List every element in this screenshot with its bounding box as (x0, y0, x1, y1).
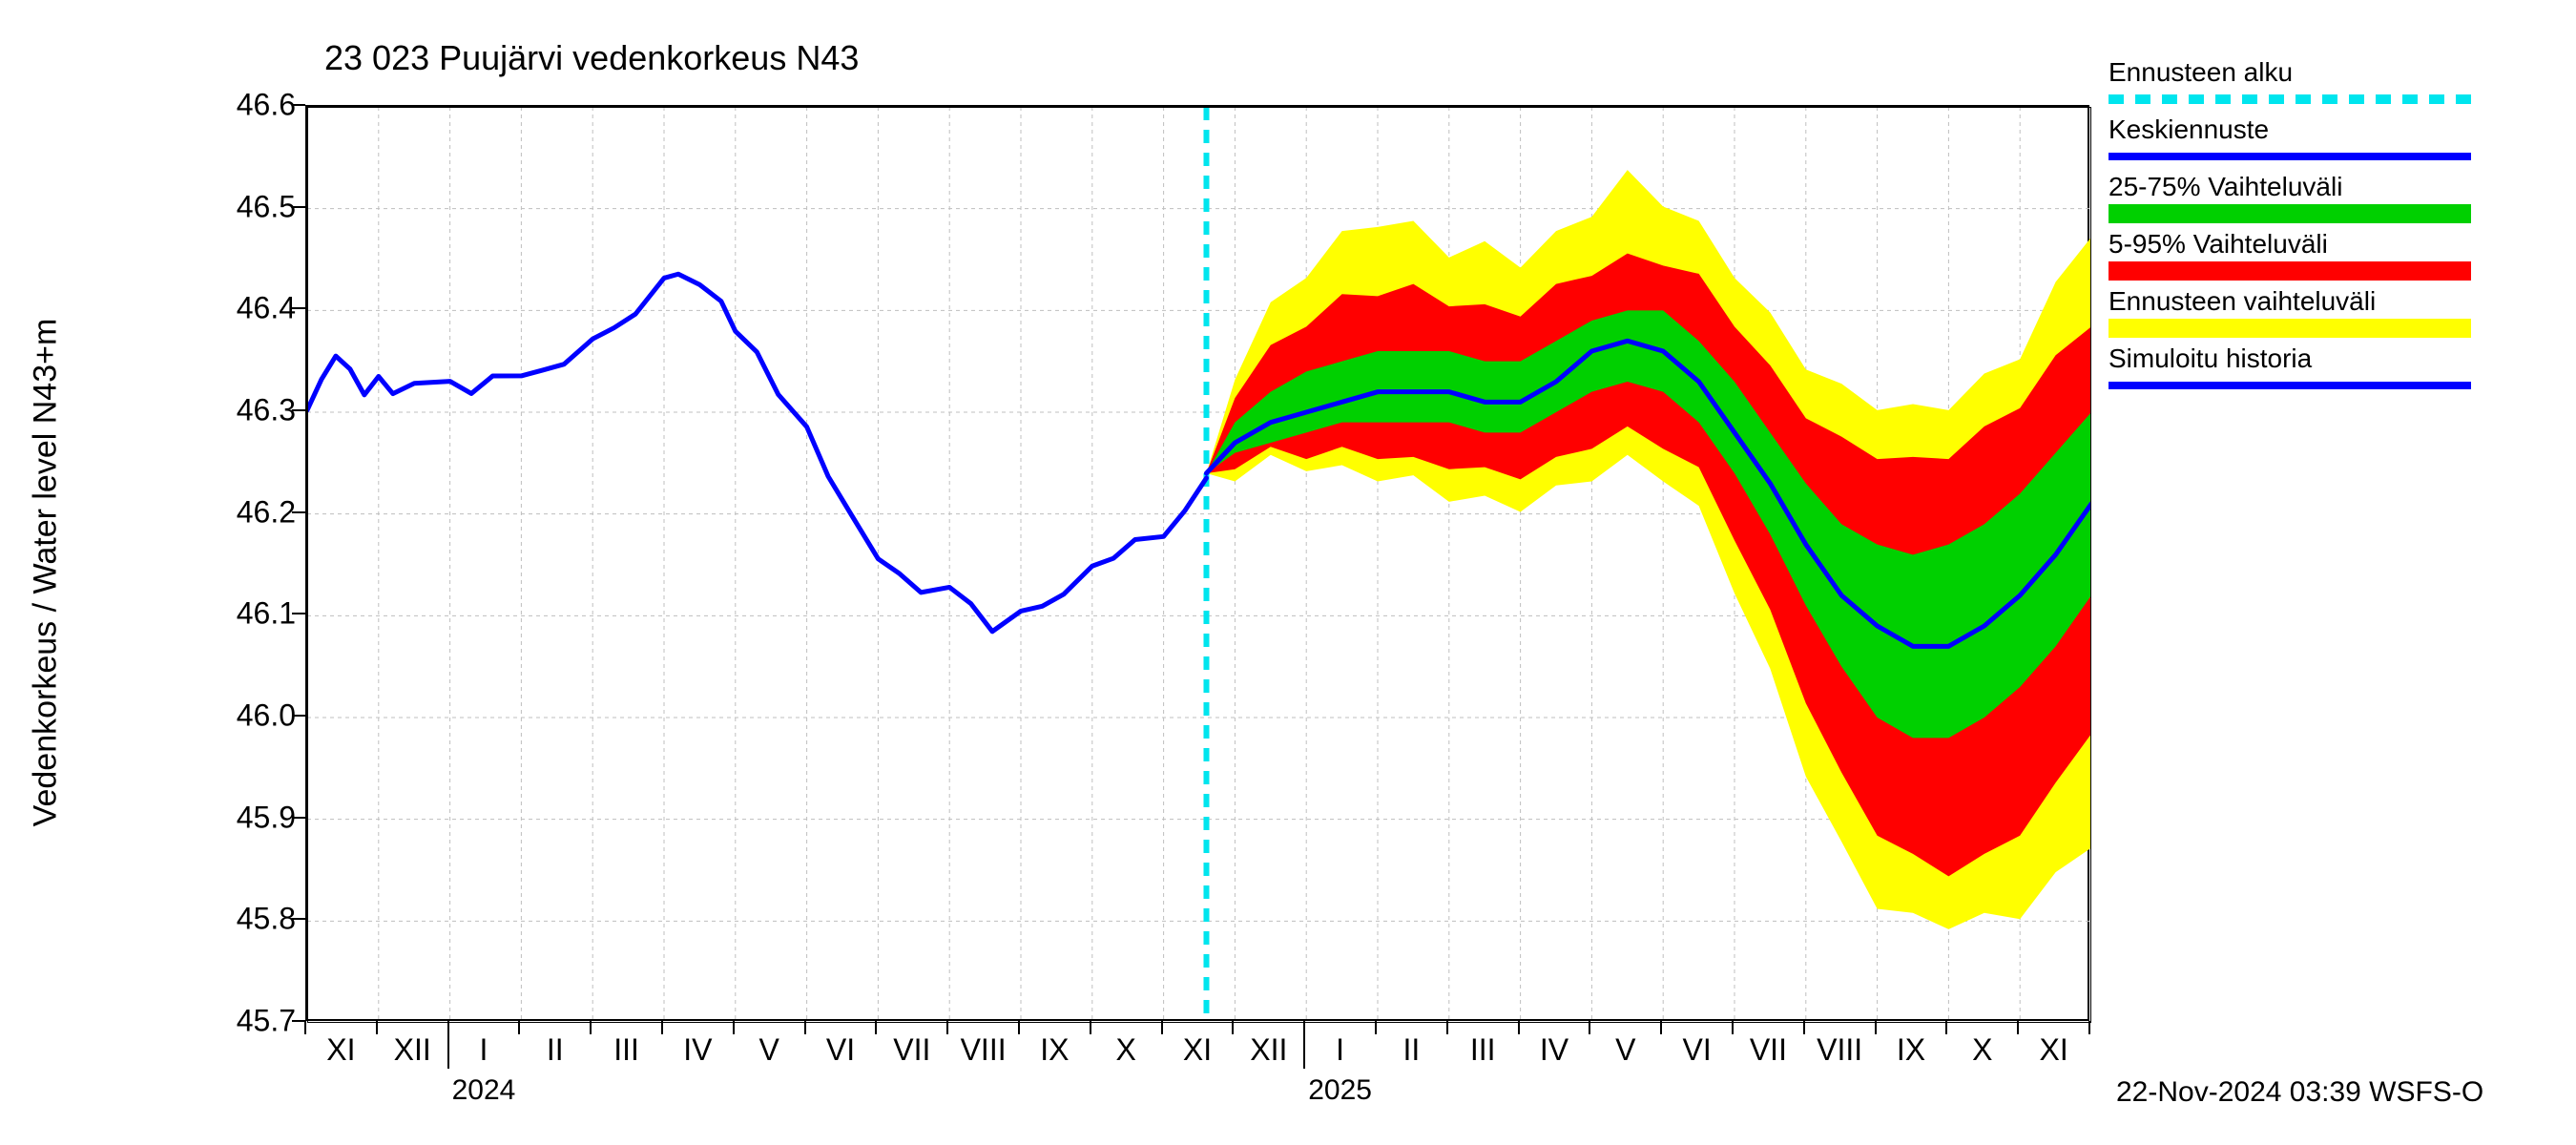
x-tick-label: IV (1540, 1032, 1568, 1068)
legend-label: Simuloitu historia (2109, 344, 2471, 374)
y-axis-label: Vedenkorkeus / Water level N43+m (28, 319, 65, 827)
chart-container: 23 023 Puujärvi vedenkorkeus N43 Vedenko… (0, 0, 2576, 1145)
x-tick-label: XII (394, 1032, 431, 1068)
legend-item: Keskiennuste (2109, 114, 2471, 166)
legend-label: Ennusteen vaihteluväli (2109, 286, 2471, 317)
legend-item: Ennusteen alku (2109, 57, 2471, 109)
x-tick-label: XI (1183, 1032, 1212, 1068)
y-tick-label: 46.5 (200, 189, 296, 224)
year-label: 2025 (1308, 1074, 1372, 1107)
legend-swatch (2109, 147, 2471, 166)
legend-swatch (2109, 319, 2471, 338)
x-tick-label: VII (893, 1032, 930, 1068)
legend-item: Simuloitu historia (2109, 344, 2471, 395)
x-tick-label: II (1403, 1032, 1421, 1068)
legend-swatch (2109, 204, 2471, 223)
y-tick-label: 46.6 (200, 88, 296, 123)
y-tick-label: 45.7 (200, 1004, 296, 1039)
y-tick-label: 46.3 (200, 393, 296, 428)
legend-item: 25-75% Vaihteluväli (2109, 172, 2471, 223)
x-tick-label: III (613, 1032, 639, 1068)
plot-area (305, 105, 2089, 1021)
y-tick-label: 46.4 (200, 291, 296, 326)
x-tick-label: X (1972, 1032, 1992, 1068)
plot-svg (307, 107, 2091, 1023)
legend-item: Ennusteen vaihteluväli (2109, 286, 2471, 338)
x-tick-label: VII (1750, 1032, 1787, 1068)
legend-label: Ennusteen alku (2109, 57, 2471, 88)
legend: Ennusteen alku Keskiennuste 25-75% Vaihtel… (2109, 57, 2471, 401)
y-tick-label: 46.2 (200, 494, 296, 530)
x-tick-label: VIII (1817, 1032, 1862, 1068)
x-tick-label: VI (826, 1032, 855, 1068)
y-tick-label: 46.0 (200, 698, 296, 734)
x-tick-label: I (480, 1032, 488, 1068)
x-tick-label: X (1116, 1032, 1136, 1068)
x-tick-label: XI (2039, 1032, 2067, 1068)
x-tick-label: XI (326, 1032, 355, 1068)
y-tick-label: 46.1 (200, 596, 296, 632)
x-tick-label: IX (1897, 1032, 1925, 1068)
x-tick-label: IV (683, 1032, 712, 1068)
legend-swatch (2109, 376, 2471, 395)
x-tick-label: V (759, 1032, 779, 1068)
legend-label: Keskiennuste (2109, 114, 2471, 145)
x-tick-label: III (1470, 1032, 1496, 1068)
legend-swatch (2109, 261, 2471, 281)
year-label: 2024 (452, 1074, 516, 1107)
chart-title: 23 023 Puujärvi vedenkorkeus N43 (324, 38, 859, 78)
x-tick-label: V (1615, 1032, 1635, 1068)
x-tick-label: II (547, 1032, 564, 1068)
legend-swatch (2109, 94, 2471, 104)
x-tick-label: I (1336, 1032, 1344, 1068)
footer-timestamp: 22-Nov-2024 03:39 WSFS-O (2116, 1076, 2483, 1109)
legend-item: 5-95% Vaihteluväli (2109, 229, 2471, 281)
legend-label: 5-95% Vaihteluväli (2109, 229, 2471, 260)
legend-label: 25-75% Vaihteluväli (2109, 172, 2471, 202)
y-tick-label: 45.9 (200, 800, 296, 835)
x-tick-label: IX (1040, 1032, 1069, 1068)
x-tick-label: VI (1682, 1032, 1711, 1068)
x-tick-label: XII (1250, 1032, 1287, 1068)
y-tick-label: 45.8 (200, 902, 296, 937)
x-tick-label: VIII (961, 1032, 1007, 1068)
